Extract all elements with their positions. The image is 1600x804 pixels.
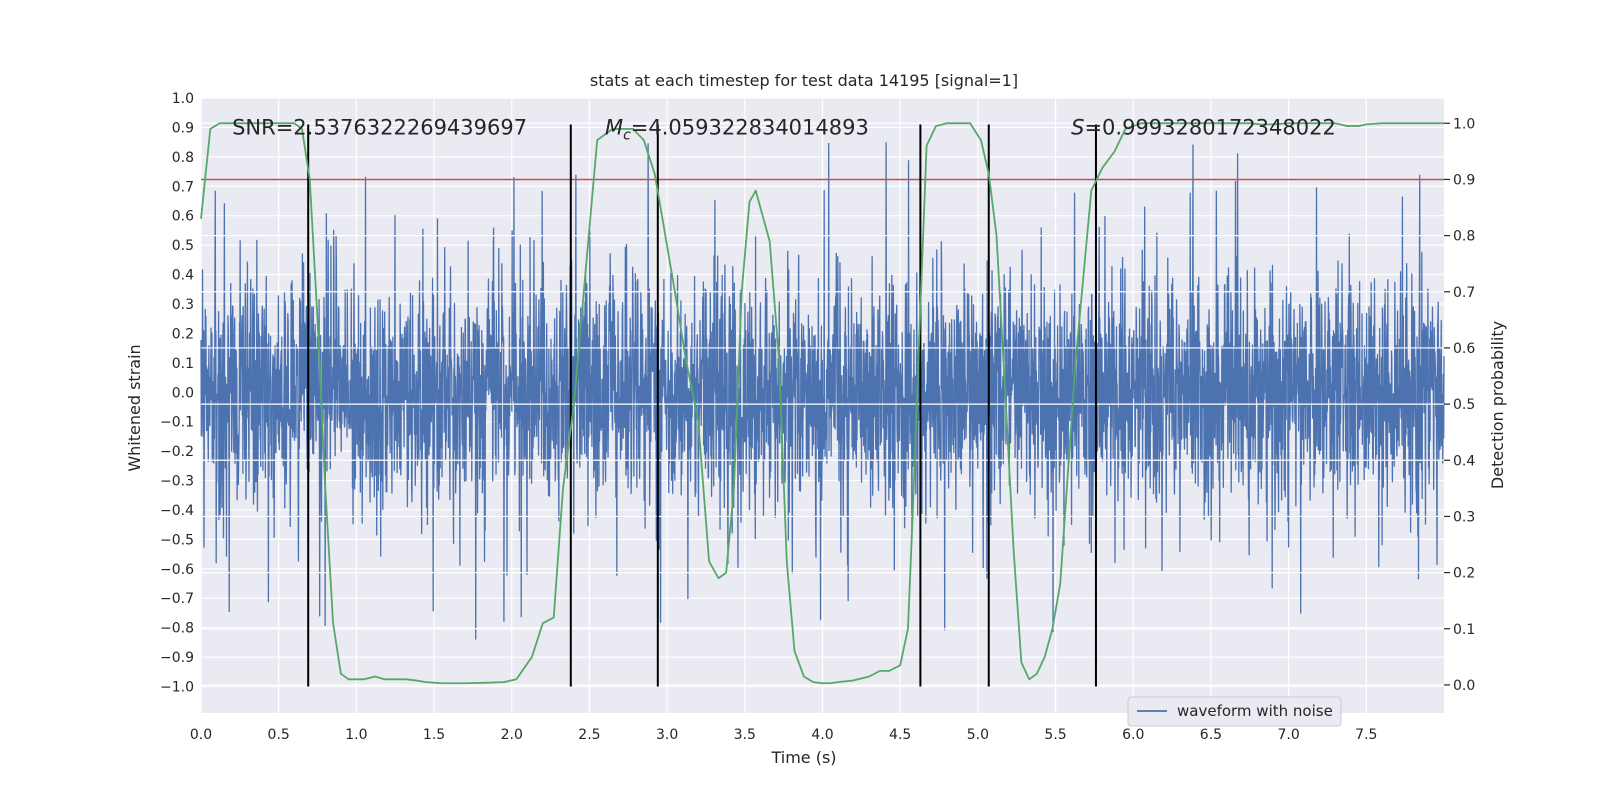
y-right-tick-label: 0.3 xyxy=(1453,509,1475,525)
y-left-tick-label: 0.8 xyxy=(172,150,194,166)
y-left-tick-label: 0.7 xyxy=(172,179,194,195)
y-left-tick-label: −0.9 xyxy=(160,650,194,666)
y-right-tick-label: 0.9 xyxy=(1453,172,1475,188)
stat-annotation: SNR=2.5376322269439697 xyxy=(232,115,527,139)
x-tick-label: 2.5 xyxy=(578,727,600,743)
y-left-tick-label: 0.6 xyxy=(172,209,194,225)
x-tick-label: 2.0 xyxy=(501,727,523,743)
y-right-tick-label: 0.8 xyxy=(1453,229,1475,245)
x-tick-label: 5.0 xyxy=(967,727,989,743)
legend: waveform with noise xyxy=(1127,696,1342,727)
x-tick-label: 1.5 xyxy=(423,727,445,743)
y-left-tick-label: −0.6 xyxy=(160,562,194,578)
y-left-tick-label: −1.0 xyxy=(160,680,194,696)
y-right-tick-label: 0.2 xyxy=(1453,566,1475,582)
y-left-tick-label: 0.1 xyxy=(172,356,194,372)
chart-title: stats at each timestep for test data 141… xyxy=(590,71,1018,90)
y-left-tick-label: −0.7 xyxy=(160,591,194,607)
y-left-tick-label: 0.3 xyxy=(172,297,194,313)
y-axis-left-label: Whitened strain xyxy=(125,344,144,471)
legend-entry: waveform with noise xyxy=(1177,702,1333,720)
x-tick-label: 7.5 xyxy=(1355,727,1377,743)
y-left-tick-label: −0.1 xyxy=(160,415,194,431)
x-tick-label: 0.0 xyxy=(190,727,212,743)
y-right-tick-label: 0.1 xyxy=(1453,622,1475,638)
y-left-tick-label: 0.2 xyxy=(172,326,194,342)
x-tick-label: 0.5 xyxy=(268,727,290,743)
x-tick-label: 4.5 xyxy=(889,727,911,743)
right-axis-grid-lines xyxy=(201,122,1444,686)
y-right-tick-label: 1.0 xyxy=(1453,116,1475,132)
legend-box xyxy=(1127,696,1342,727)
y-left-tick-label: −0.4 xyxy=(160,503,194,519)
y-left-tick-label: −0.8 xyxy=(160,621,194,637)
y-left-tick-label: 0.0 xyxy=(172,385,194,401)
y-left-tick-label: 0.4 xyxy=(172,268,194,284)
y-left-tick-label: −0.3 xyxy=(160,474,194,490)
y-left-tick-label: −0.2 xyxy=(160,444,194,460)
y-right-tick-label: 0.6 xyxy=(1453,341,1475,357)
y-right-tick-label: 0.4 xyxy=(1453,453,1475,469)
y-right-tick-label: 0.7 xyxy=(1453,285,1475,301)
y-left-tick-label: 1.0 xyxy=(172,91,194,107)
stat-annotation: Mc=4.059322834014893 xyxy=(605,115,869,143)
x-tick-label: 1.0 xyxy=(345,727,367,743)
x-tick-label: 6.5 xyxy=(1200,727,1222,743)
y-left-tick-label: 0.5 xyxy=(172,238,194,254)
y-left-tick-label: 0.9 xyxy=(172,120,194,136)
probability-series xyxy=(200,122,1444,685)
x-axis-label: Time (s) xyxy=(770,748,836,767)
y-right-tick-label: 0.5 xyxy=(1453,397,1475,413)
y-axis-right-label: Detection probability xyxy=(1488,321,1507,489)
x-tick-label: 3.0 xyxy=(656,727,678,743)
x-tick-label: 7.0 xyxy=(1277,727,1299,743)
x-tick-label: 5.5 xyxy=(1044,727,1066,743)
x-tick-label: 4.0 xyxy=(811,727,833,743)
y-right-tick-label: 0.0 xyxy=(1453,678,1475,694)
y-left-tick-label: −0.5 xyxy=(160,532,194,548)
x-tick-label: 6.0 xyxy=(1122,727,1144,743)
waveform-series xyxy=(200,142,1445,640)
x-tick-label: 3.5 xyxy=(734,727,756,743)
stat-annotation: S=0.9993280172348022 xyxy=(1071,115,1336,139)
